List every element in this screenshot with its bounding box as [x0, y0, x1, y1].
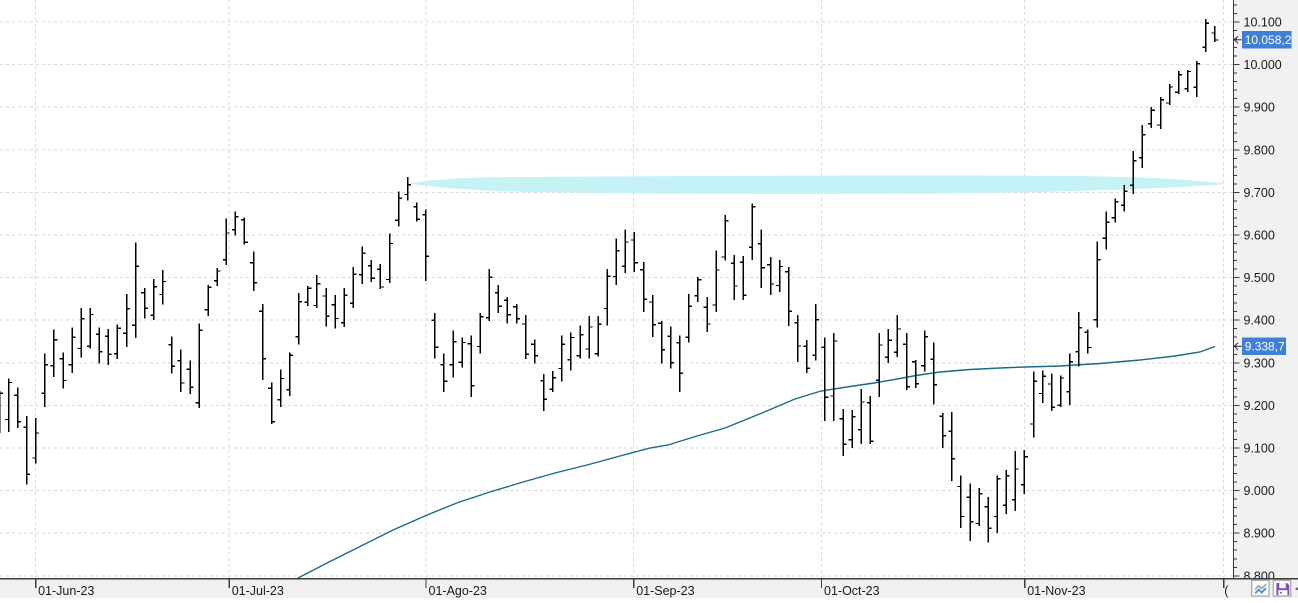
svg-text:01-Ago-23: 01-Ago-23 [429, 584, 487, 598]
svg-text:10.100: 10.100 [1244, 16, 1282, 30]
svg-text:9.500: 9.500 [1244, 271, 1275, 285]
svg-text:01-Oct-23: 01-Oct-23 [824, 584, 880, 598]
svg-text:9.800: 9.800 [1244, 143, 1275, 157]
svg-text:10.000: 10.000 [1244, 58, 1282, 72]
svg-text:10.058,2: 10.058,2 [1245, 33, 1292, 47]
svg-text:01-Jun-23: 01-Jun-23 [38, 584, 94, 598]
svg-text:01-Nov-23: 01-Nov-23 [1027, 584, 1085, 598]
svg-text:9.338,7: 9.338,7 [1245, 340, 1285, 354]
svg-text:9.400: 9.400 [1244, 314, 1275, 328]
svg-text:9.900: 9.900 [1244, 101, 1275, 115]
svg-text:9.600: 9.600 [1244, 229, 1275, 243]
svg-text:9.000: 9.000 [1244, 484, 1275, 498]
svg-text:8.900: 8.900 [1244, 527, 1275, 541]
svg-text:9.100: 9.100 [1244, 442, 1275, 456]
svg-text:01-Jul-23: 01-Jul-23 [232, 584, 284, 598]
svg-text:9.700: 9.700 [1244, 186, 1275, 200]
svg-text:9.300: 9.300 [1244, 356, 1275, 370]
svg-text:9.200: 9.200 [1244, 399, 1275, 413]
svg-text:01-Sep-23: 01-Sep-23 [636, 584, 694, 598]
